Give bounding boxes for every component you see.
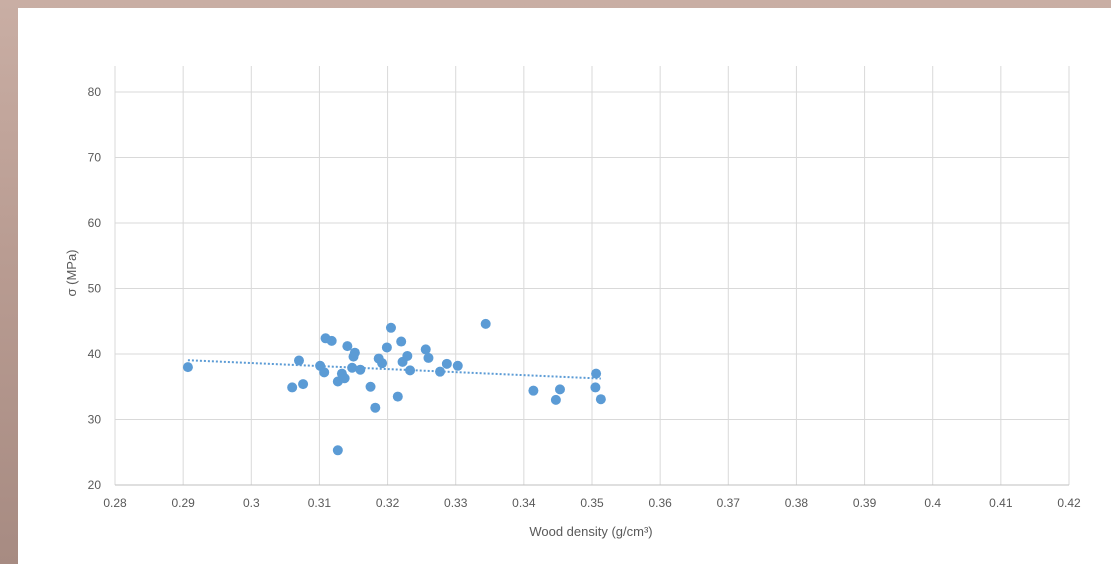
data-point bbox=[298, 379, 309, 390]
data-point bbox=[332, 445, 343, 456]
x-tick-label: 0.29 bbox=[171, 496, 195, 510]
y-tick-label: 80 bbox=[88, 85, 102, 99]
chart-panel: 0.28 0.29 0.3 0.31 0.32 0.33 0.34 0.35 0.36 0.37 0… bbox=[18, 8, 1111, 564]
y-tick-labels: 20 30 40 50 60 70 80 bbox=[88, 85, 102, 492]
data-point bbox=[365, 381, 376, 392]
data-point bbox=[339, 373, 350, 384]
scatter-chart: 0.28 0.29 0.3 0.31 0.32 0.33 0.34 0.35 0.36 0.37 0… bbox=[64, 66, 1081, 539]
trendline bbox=[187, 359, 601, 380]
x-tick-label: 0.4 bbox=[924, 496, 941, 510]
data-point bbox=[287, 382, 298, 393]
x-tick-label: 0.38 bbox=[785, 496, 809, 510]
x-tick-label: 0.34 bbox=[512, 496, 536, 510]
data-point bbox=[420, 344, 431, 355]
data-point bbox=[326, 335, 337, 346]
data-point bbox=[480, 318, 491, 329]
data-point bbox=[370, 402, 381, 413]
data-point bbox=[355, 364, 366, 375]
data-points bbox=[182, 318, 606, 456]
data-point bbox=[595, 394, 606, 405]
data-point bbox=[590, 382, 601, 393]
data-point bbox=[347, 362, 358, 373]
y-tick-label: 40 bbox=[88, 347, 102, 361]
data-point bbox=[377, 358, 388, 369]
data-point bbox=[293, 355, 304, 366]
data-point bbox=[392, 391, 403, 402]
data-point bbox=[528, 385, 539, 396]
x-tick-label: 0.3 bbox=[243, 496, 260, 510]
data-point bbox=[441, 358, 452, 369]
data-point bbox=[435, 366, 446, 377]
data-point bbox=[385, 322, 396, 333]
trendline-layer bbox=[187, 359, 601, 380]
data-point bbox=[342, 341, 353, 352]
y-tick-label: 70 bbox=[88, 151, 102, 165]
y-tick-label: 60 bbox=[88, 216, 102, 230]
y-tick-label: 50 bbox=[88, 282, 102, 296]
x-tick-label: 0.35 bbox=[580, 496, 604, 510]
x-axis-title: Wood density (g/cm³) bbox=[529, 524, 652, 539]
data-point bbox=[405, 365, 416, 376]
data-point bbox=[591, 368, 602, 379]
data-point bbox=[550, 394, 561, 405]
x-tick-label: 0.36 bbox=[648, 496, 672, 510]
y-tick-label: 20 bbox=[88, 478, 102, 492]
data-point bbox=[402, 350, 413, 361]
x-tick-label: 0.39 bbox=[853, 496, 877, 510]
x-tick-labels: 0.28 0.29 0.3 0.31 0.32 0.33 0.34 0.35 0.36 0.37 0… bbox=[103, 496, 1081, 510]
data-point bbox=[349, 347, 360, 358]
data-point bbox=[452, 360, 463, 371]
grid-lines bbox=[114, 66, 1070, 485]
data-point bbox=[554, 384, 565, 395]
data-point bbox=[319, 367, 330, 378]
x-tick-label: 0.28 bbox=[103, 496, 127, 510]
data-point bbox=[423, 352, 434, 363]
x-tick-label: 0.33 bbox=[444, 496, 468, 510]
x-tick-label: 0.37 bbox=[717, 496, 741, 510]
data-point bbox=[396, 336, 407, 347]
x-tick-label: 0.32 bbox=[376, 496, 400, 510]
y-tick-label: 30 bbox=[88, 413, 102, 427]
x-tick-label: 0.41 bbox=[989, 496, 1013, 510]
data-point bbox=[182, 362, 193, 373]
x-tick-label: 0.42 bbox=[1057, 496, 1081, 510]
x-tick-label: 0.31 bbox=[308, 496, 332, 510]
y-axis-title: σ (MPa) bbox=[64, 249, 79, 296]
data-point bbox=[381, 342, 392, 353]
